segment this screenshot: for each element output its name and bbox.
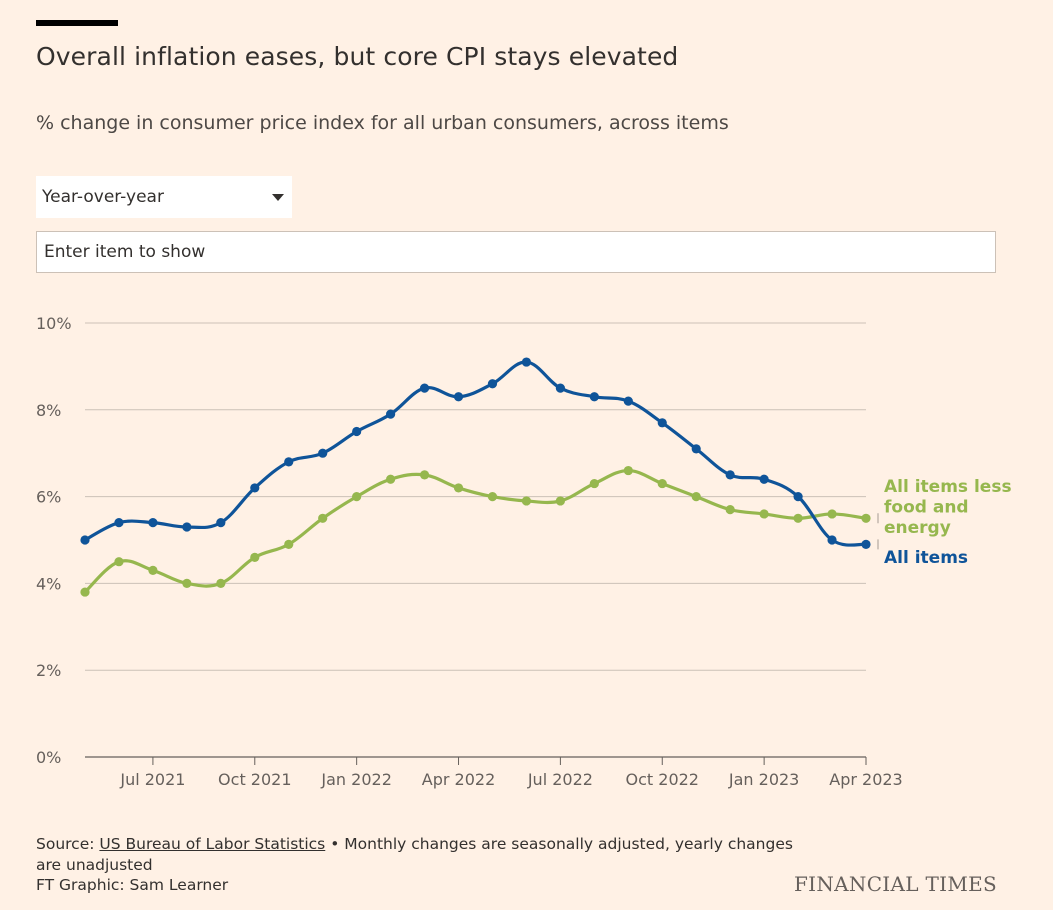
data-point-all-items — [861, 539, 871, 549]
y-tick-label: 8% — [36, 401, 61, 420]
data-point-all-items — [521, 357, 532, 367]
y-tick-label: 10% — [36, 314, 72, 333]
series-label-core: All items less — [884, 477, 1012, 497]
chart-source: Source: US Bureau of Labor Statistics • … — [36, 834, 796, 876]
series-label-core: energy — [884, 518, 951, 538]
data-point-all-items — [250, 483, 260, 493]
x-tick-label: Oct 2021 — [218, 770, 291, 789]
data-point-all-items — [555, 383, 565, 393]
data-point-all-items — [352, 426, 362, 437]
source-link[interactable]: US Bureau of Labor Statistics — [99, 835, 326, 853]
data-point-all-items — [453, 392, 464, 402]
data-point-core — [759, 509, 769, 519]
data-point-core — [487, 492, 498, 502]
data-point-all-items — [386, 409, 396, 419]
source-note: • Monthly changes are seasonally adjuste… — [36, 835, 793, 874]
data-point-core — [148, 565, 158, 575]
data-point-core — [250, 552, 260, 562]
x-tick-label: Oct 2022 — [626, 770, 699, 789]
x-tick-label: Apr 2023 — [829, 770, 902, 789]
data-point-core — [589, 478, 599, 489]
data-point-all-items — [182, 522, 192, 532]
x-tick-label: Apr 2022 — [422, 770, 495, 789]
ft-logo: FINANCIAL TIMES — [793, 872, 997, 896]
series-label-core: food and — [884, 498, 969, 518]
data-point-all-items — [657, 418, 667, 428]
chart-title: Overall inflation eases, but core CPI st… — [36, 42, 679, 71]
data-point-all-items — [487, 379, 498, 389]
top-rule — [36, 20, 118, 26]
chevron-down-icon — [272, 194, 284, 201]
y-tick-label: 4% — [36, 574, 61, 593]
data-point-all-items — [284, 457, 294, 467]
data-point-all-items — [419, 383, 430, 393]
data-point-core — [318, 513, 328, 523]
period-dropdown-value: Year-over-year — [42, 187, 164, 207]
data-point-all-items — [318, 448, 328, 458]
data-point-core — [691, 492, 701, 502]
data-point-all-items — [691, 444, 701, 454]
data-point-all-items — [216, 518, 226, 528]
data-point-core — [386, 474, 396, 484]
data-point-all-items — [589, 392, 599, 402]
data-point-core — [284, 539, 294, 549]
data-point-core — [453, 483, 464, 493]
data-point-core — [114, 557, 124, 567]
x-tick-label: Jan 2023 — [728, 770, 799, 789]
data-point-all-items — [623, 396, 633, 406]
data-point-core — [827, 509, 837, 519]
data-point-core — [555, 496, 565, 506]
x-tick-label: Jul 2021 — [119, 770, 185, 789]
x-tick-label: Jan 2022 — [320, 770, 391, 789]
data-point-core — [352, 492, 362, 502]
data-point-all-items — [827, 535, 837, 545]
data-point-all-items — [114, 518, 124, 528]
data-point-all-items — [80, 535, 90, 545]
data-point-core — [861, 513, 871, 523]
x-tick-label: Jul 2022 — [527, 770, 593, 789]
data-point-all-items — [148, 518, 158, 528]
data-point-core — [657, 478, 667, 489]
series-label-all-items: All items — [884, 548, 968, 568]
data-point-core — [521, 496, 532, 506]
series-line-all-items — [83, 360, 868, 547]
data-point-core — [80, 587, 90, 597]
y-tick-label: 2% — [36, 661, 61, 680]
data-point-all-items — [759, 474, 769, 484]
data-point-core — [182, 578, 192, 589]
period-dropdown[interactable]: Year-over-year — [36, 176, 292, 218]
data-point-all-items — [793, 492, 803, 502]
chart-subtitle: % change in consumer price index for all… — [36, 112, 729, 134]
data-point-core — [419, 470, 430, 480]
source-prefix: Source: — [36, 835, 100, 853]
item-search-input[interactable] — [36, 231, 996, 273]
data-point-core — [623, 465, 633, 476]
graphic-credit: FT Graphic: Sam Learner — [36, 876, 229, 894]
line-chart: 0% 2% 4% 6% 8% 10% Jul 2021 Oct 2021 Jan 2022 Apr… — [36, 314, 1012, 789]
y-tick-label: 6% — [36, 488, 61, 507]
y-tick-label: 0% — [36, 748, 61, 767]
series-line-core — [83, 468, 868, 594]
data-point-core — [725, 505, 735, 515]
data-point-core — [793, 513, 803, 523]
data-point-core — [216, 578, 226, 589]
data-point-all-items — [725, 470, 735, 480]
